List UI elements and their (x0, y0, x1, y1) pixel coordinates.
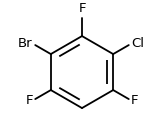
Text: F: F (78, 2, 86, 15)
Text: Br: Br (18, 37, 33, 50)
Text: F: F (25, 94, 33, 107)
Text: Cl: Cl (131, 37, 144, 50)
Text: F: F (131, 94, 139, 107)
